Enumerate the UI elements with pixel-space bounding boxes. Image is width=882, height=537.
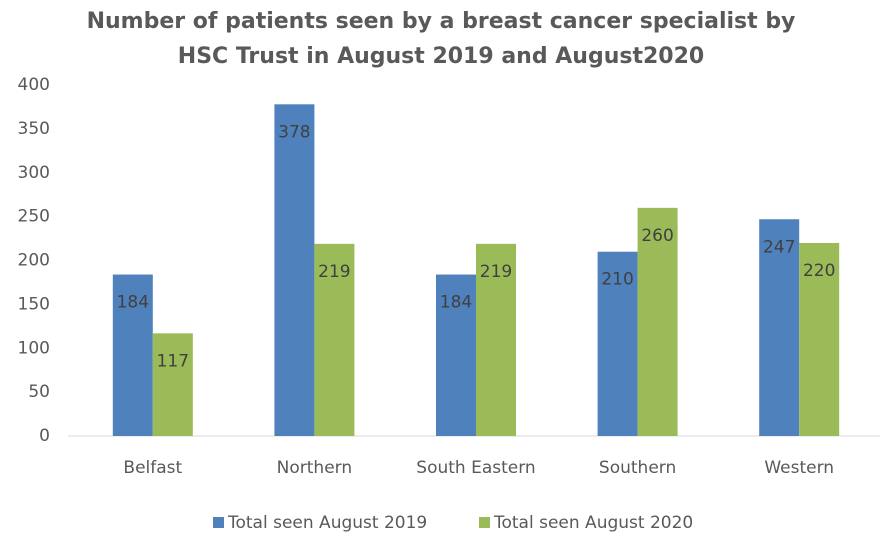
bar — [314, 243, 355, 436]
bar — [436, 274, 476, 436]
x-tick-label: Belfast — [123, 458, 182, 478]
data-label: 210 — [601, 270, 633, 290]
y-tick-label: 100 — [18, 338, 50, 358]
legend-label: Total seen August 2020 — [493, 513, 693, 533]
y-tick-label: 400 — [18, 75, 50, 95]
bar — [637, 207, 678, 436]
y-tick-label: 250 — [18, 207, 50, 227]
data-label: 378 — [278, 122, 310, 142]
y-tick-label: 350 — [18, 119, 50, 139]
data-label: 219 — [318, 262, 350, 282]
y-tick-label: 0 — [39, 426, 50, 446]
legend-swatch — [213, 517, 224, 528]
data-label: 117 — [157, 351, 189, 371]
data-label: 220 — [803, 261, 835, 281]
legend-label: Total seen August 2019 — [227, 513, 427, 533]
y-tick-label: 150 — [18, 294, 50, 314]
x-tick-label: South Eastern — [416, 458, 535, 478]
y-tick-label: 300 — [18, 163, 50, 183]
bar — [476, 243, 516, 436]
data-label: 247 — [763, 237, 795, 257]
x-tick-label: Western — [764, 458, 834, 478]
chart-title: HSC Trust in August 2019 and August2020 — [178, 44, 704, 69]
bar — [597, 251, 638, 436]
data-label: 260 — [641, 226, 673, 246]
legend-swatch — [479, 517, 490, 528]
data-label: 219 — [480, 262, 512, 282]
y-tick-label: 200 — [18, 251, 50, 271]
x-tick-label: Northern — [277, 458, 352, 478]
y-tick-label: 50 — [28, 382, 50, 402]
bar — [112, 274, 153, 436]
bar — [152, 333, 193, 436]
bar — [759, 219, 800, 436]
data-label: 184 — [440, 293, 472, 313]
bar — [799, 242, 840, 436]
x-tick-label: Southern — [599, 458, 676, 478]
bar — [274, 104, 315, 437]
chart-title: Number of patients seen by a breast canc… — [87, 9, 796, 34]
data-label: 184 — [117, 293, 149, 313]
